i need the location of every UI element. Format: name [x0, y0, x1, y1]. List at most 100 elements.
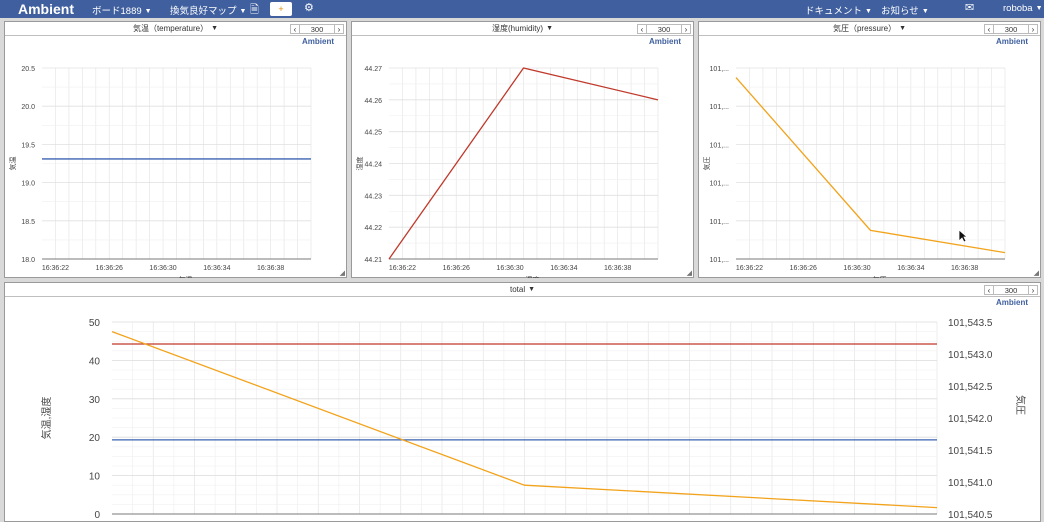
y-tick-label: 101,... — [710, 219, 730, 226]
chevron-left-icon[interactable]: ‹ — [290, 23, 300, 34]
panel-header: 湿度(humidity) ▼ ‹ 300 › — [352, 22, 693, 36]
x-tick-label: 16:36:34 — [550, 265, 577, 272]
span-control: ‹ 300 › — [637, 23, 691, 34]
panel-title[interactable]: 気温（temperature） — [132, 24, 209, 33]
series-line — [388, 67, 659, 260]
board-menu-label: ボード1889 — [92, 6, 142, 17]
news-menu-label: お知らせ — [881, 6, 919, 17]
chevron-right-icon[interactable]: › — [1028, 23, 1038, 34]
chart-add-icon: + — [278, 4, 284, 14]
y-axis-label: 気圧 — [702, 157, 711, 171]
y-tick-label: 19.0 — [21, 181, 35, 188]
board-menu[interactable]: ボード1889 ▼ — [92, 3, 152, 17]
y-axis-label: 気温 — [8, 157, 17, 171]
panel-title[interactable]: 気圧（pressure） — [832, 24, 897, 33]
x-tick-label: 16:36:38 — [257, 265, 284, 272]
mail-icon[interactable]: ✉ — [965, 2, 975, 14]
span-input[interactable]: 300 — [994, 23, 1028, 34]
x-tick-label: 16:36:30 — [149, 265, 176, 272]
y-tick-label: 0 — [94, 510, 100, 521]
y-tick-label: 19.5 — [21, 142, 35, 149]
ambient-label: Ambient — [649, 37, 681, 46]
resize-handle-icon[interactable]: ◢ — [686, 270, 692, 277]
map-menu[interactable]: 換気良好マップ ▼ — [170, 3, 246, 17]
chevron-left-icon[interactable]: ‹ — [637, 23, 647, 34]
caret-down-icon: ▼ — [144, 7, 152, 15]
document-icon[interactable]: 🗎 — [250, 4, 259, 16]
temperature-chart: 20.5 20.0 19.5 19.0 18.5 18.0 16:36:22 16:36:26… — [8, 66, 312, 278]
top-navbar: Ambient ボード1889 ▼ 換気良好マップ ▼ 🗎 + ⚙ ドキュメント ▼ … — [0, 0, 1044, 18]
ambient-label: Ambient — [996, 298, 1028, 307]
user-menu[interactable]: roboba ▼ — [1003, 3, 1043, 14]
chevron-right-icon[interactable]: › — [334, 23, 344, 34]
chart-panel-pressure: 気圧（pressure） ▼ ‹ 300 › Ambient 101,... 101… — [698, 21, 1041, 278]
y-tick-label: 44.23 — [364, 193, 382, 200]
x-tick-label: 16:36:22 — [42, 265, 69, 272]
x-tick-label: 16:36:38 — [951, 265, 978, 272]
chevron-left-icon[interactable]: ‹ — [984, 284, 994, 295]
y-tick-label: 44.22 — [364, 225, 382, 232]
y-tick-label: 44.21 — [364, 257, 382, 264]
caret-down-icon[interactable]: ▼ — [528, 286, 536, 294]
span-input[interactable]: 300 — [994, 284, 1028, 295]
news-menu[interactable]: お知らせ ▼ — [881, 3, 929, 17]
caret-down-icon: ▼ — [1035, 4, 1043, 12]
span-input[interactable]: 300 — [647, 23, 681, 34]
humidity-chart: 44.27 44.26 44.25 44.24 44.23 44.22 44.21 16:36… — [355, 66, 659, 278]
x-tick-label: 16:36:34 — [897, 265, 924, 272]
y-axis-label: 気温,湿度 — [40, 397, 53, 440]
x-tick-label: 16:36:22 — [389, 265, 416, 272]
gear-icon[interactable]: ⚙ — [304, 2, 314, 14]
panel-title[interactable]: total — [509, 285, 526, 294]
panel-header: total ▼ ‹ 300 › — [5, 283, 1040, 297]
map-menu-label: 換気良好マップ — [170, 6, 237, 17]
resize-handle-icon[interactable]: ◢ — [1033, 270, 1039, 277]
legend-label: 湿度 — [526, 275, 540, 278]
panel-title[interactable]: 湿度(humidity) — [491, 24, 544, 33]
x-tick-label: 16:36:26 — [443, 265, 470, 272]
docs-menu[interactable]: ドキュメント ▼ — [805, 3, 872, 17]
total-chart: 50 40 30 20 10 0 101,543.5 101,543.0 101,542.5 10… — [40, 318, 1027, 521]
ambient-label: Ambient — [996, 37, 1028, 46]
span-control: ‹ 300 › — [290, 23, 344, 34]
y2-tick-label: 101,543.0 — [948, 350, 993, 361]
caret-down-icon[interactable]: ▼ — [546, 25, 554, 33]
y-tick-label: 10 — [89, 472, 101, 483]
brand-logo[interactable]: Ambient — [18, 1, 74, 17]
add-chart-button[interactable]: + — [270, 2, 292, 16]
chevron-right-icon[interactable]: › — [681, 23, 691, 34]
span-input[interactable]: 300 — [300, 23, 334, 34]
chevron-left-icon[interactable]: ‹ — [984, 23, 994, 34]
y-tick-label: 18.5 — [21, 219, 35, 226]
chevron-right-icon[interactable]: › — [1028, 284, 1038, 295]
x-tick-label: 16:36:30 — [496, 265, 523, 272]
mouse-pointer-icon — [958, 229, 968, 243]
y-tick-label: 101,... — [710, 142, 730, 149]
y-tick-label: 44.27 — [364, 66, 382, 73]
span-control: ‹ 300 › — [984, 284, 1038, 295]
y-tick-label: 101,... — [710, 66, 730, 73]
x-tick-label: 16:36:38 — [604, 265, 631, 272]
y-tick-label: 101,... — [710, 104, 730, 111]
x-tick-label: 16:36:30 — [843, 265, 870, 272]
series-line — [735, 77, 1006, 254]
x-tick-label: 16:36:22 — [736, 265, 763, 272]
panel-header: 気圧（pressure） ▼ ‹ 300 › — [699, 22, 1040, 36]
pressure-chart: 101,... 101,... 101,... 101,... 101,... 101,.… — [702, 66, 1006, 278]
y-tick-label: 30 — [89, 395, 101, 406]
ambient-label: Ambient — [302, 37, 334, 46]
span-control: ‹ 300 › — [984, 23, 1038, 34]
user-menu-label: roboba — [1003, 3, 1033, 14]
caret-down-icon[interactable]: ▼ — [899, 25, 907, 33]
panel-header: 気温（temperature） ▼ ‹ 300 › — [5, 22, 346, 36]
y-tick-label: 44.26 — [364, 98, 382, 105]
resize-handle-icon[interactable]: ◢ — [339, 270, 345, 277]
y-axis-label: 湿度 — [355, 157, 364, 171]
x-tick-label: 16:36:26 — [790, 265, 817, 272]
y2-tick-label: 101,543.5 — [948, 318, 993, 329]
y-tick-label: 18.0 — [21, 257, 35, 264]
y2-axis-label: 気圧 — [1014, 395, 1027, 415]
caret-down-icon: ▼ — [239, 7, 247, 15]
y2-tick-label: 101,541.0 — [948, 478, 993, 489]
caret-down-icon[interactable]: ▼ — [211, 25, 219, 33]
